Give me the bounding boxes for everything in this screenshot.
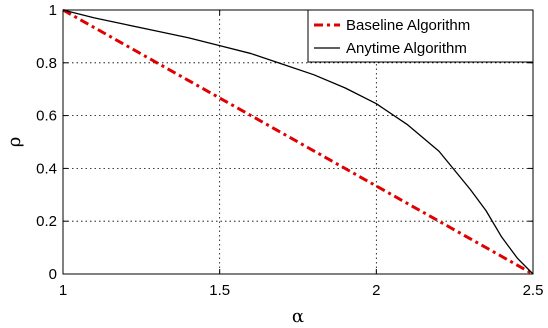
series-line-anytime (62, 9, 534, 275)
x-tick-label: 1.5 (209, 282, 230, 299)
axes-frame (62, 9, 534, 275)
legend-entry-label: Anytime Algorithm (346, 40, 467, 57)
x-tick-label: 1 (59, 282, 67, 299)
y-tick-label: 1 (49, 2, 57, 19)
legend-box (307, 9, 534, 63)
legend-entry-label: Baseline Algorithm (346, 17, 470, 34)
y-axis-label: ρ (4, 137, 25, 148)
y-tick-label: 0 (49, 266, 57, 283)
y-tick-label: 0.6 (36, 108, 57, 125)
y-tick-label: 0.8 (36, 55, 57, 72)
x-axis-label: α (292, 306, 304, 327)
x-tick-label: 2.5 (523, 282, 544, 299)
y-tick-label: 0.4 (36, 160, 57, 177)
y-tick-label: 0.2 (36, 213, 57, 230)
x-tick-label: 2 (372, 282, 380, 299)
